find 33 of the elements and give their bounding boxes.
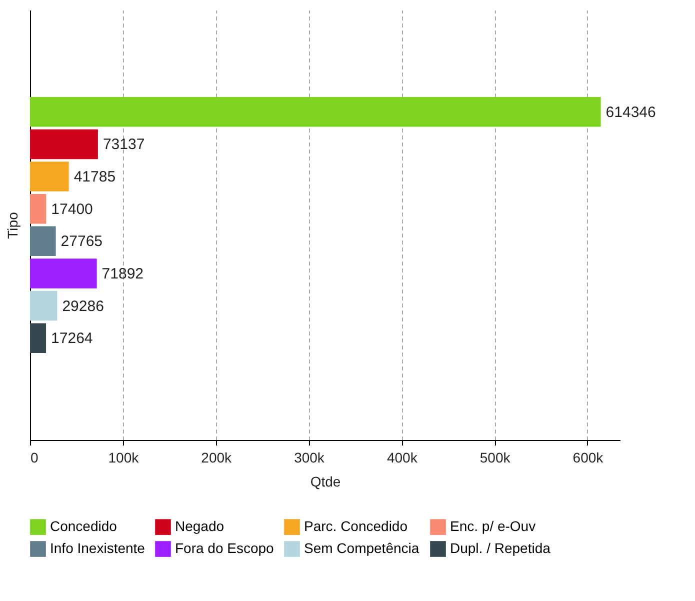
data-label: 614346 [606, 104, 656, 121]
x-axis-title: Qtde [310, 474, 341, 490]
x-tick-label: 200k [201, 450, 233, 466]
data-label: 73137 [102, 136, 145, 154]
x-tick-label: 100k [108, 450, 140, 466]
bar [30, 226, 56, 256]
bar [30, 258, 97, 288]
data-label: 17264 [51, 330, 93, 348]
bar [30, 97, 601, 127]
x-tick-label: 600k [572, 450, 604, 466]
bar [30, 129, 98, 160]
legend-label: Enc. p/ e-Ouv [450, 518, 536, 534]
data-label: 17400 [51, 200, 93, 218]
legend-label: Fora do Escopo [175, 540, 274, 556]
bar [30, 323, 46, 353]
y-axis-title: Tipo [4, 212, 20, 239]
bar [30, 290, 58, 321]
data-label: 27765 [60, 233, 103, 250]
x-tick-label: 300k [294, 450, 326, 466]
bar [30, 194, 46, 224]
legend-label: Parc. Concedido [304, 518, 408, 534]
x-tick-label: 500k [480, 450, 512, 466]
data-label: 41785 [74, 168, 116, 186]
legend-label: Info Inexistente [50, 540, 146, 556]
bar [30, 162, 69, 192]
legend-label: Dupl. / Repetida [450, 540, 551, 556]
legend-label: Concedido [50, 518, 118, 534]
legend-label: Sem Competência [304, 540, 420, 556]
x-tick-label: 400k [386, 450, 418, 466]
legend-label: Negado [175, 518, 224, 534]
data-label: 71892 [102, 265, 144, 282]
x-tick-label: 0 [30, 450, 38, 466]
data-label: 29286 [62, 298, 104, 315]
